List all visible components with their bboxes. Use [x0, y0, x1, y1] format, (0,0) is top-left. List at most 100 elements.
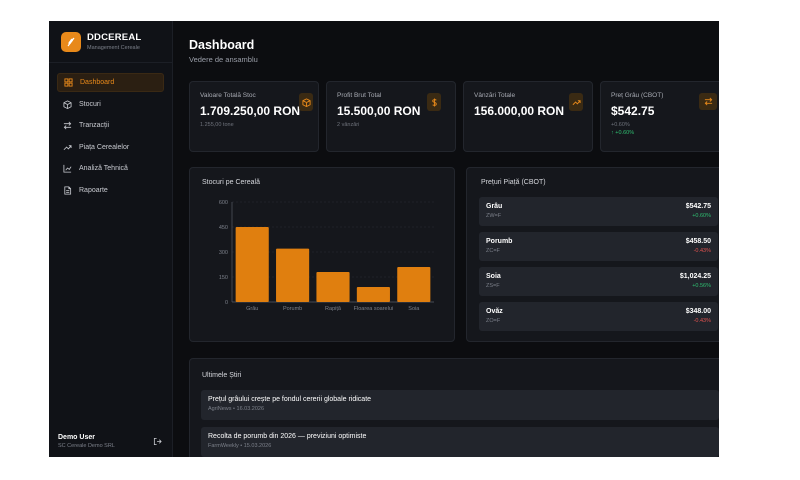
- stat-value: 1.709.250,00 RON: [200, 104, 301, 118]
- news-item[interactable]: Prețul grâului crește pe fondul cererii …: [201, 390, 719, 420]
- commodity-name: Grâu: [486, 203, 503, 210]
- stat-note: 2 vânzări: [337, 122, 360, 128]
- news-item-title: Prețul grâului crește pe fondul cererii …: [208, 396, 372, 403]
- bar-4: [397, 267, 431, 302]
- sidebar-item-label: Piața Cerealelor: [79, 143, 130, 151]
- x-tick-label: Floarea soarelui: [354, 306, 393, 312]
- sidebar-item-analiza-tehnica[interactable]: Analiză Tehnică: [57, 159, 164, 178]
- market-prices-title: Prețuri Piață (CBOT): [481, 179, 546, 186]
- user-org: SC Cereale Demo SRL: [58, 443, 115, 449]
- commodity-name: Porumb: [486, 238, 513, 245]
- stat-label: Vânzări Totale: [474, 92, 516, 99]
- bar-1: [276, 248, 310, 302]
- y-tick-label: 300: [219, 250, 228, 256]
- stock-chart-title: Stocuri pe Cereală: [202, 179, 260, 186]
- y-tick-label: 0: [225, 300, 228, 306]
- swap-icon: [63, 121, 72, 130]
- news-card: Ultimele Știri Prețul grâului crește pe …: [189, 358, 719, 457]
- x-tick-label: Grâu: [246, 306, 258, 312]
- commodity-price: $348.00: [685, 308, 711, 315]
- commodity-price: $542.75: [685, 203, 711, 210]
- news-title: Ultimele Știri: [202, 372, 242, 379]
- logout-icon[interactable]: [153, 437, 162, 446]
- user-panel: Demo User SC Cereale Demo SRL: [58, 434, 162, 449]
- stat-label: Profit Brut Total: [337, 92, 382, 99]
- stat-card-total-sales: Vânzări Totale 156.000,00 RON: [463, 81, 593, 152]
- box-icon: [63, 99, 72, 109]
- commodity-name: Soia: [486, 273, 501, 280]
- bar-3: [356, 287, 390, 302]
- sidebar-item-label: Analiză Tehnică: [79, 165, 128, 172]
- trend-icon: [569, 93, 583, 111]
- market-prices-card: Prețuri Piață (CBOT) Grâu ZW=F $542.75 +…: [466, 167, 719, 342]
- bar-0: [235, 227, 269, 302]
- commodity-change: -0.43%: [693, 248, 711, 254]
- commodity-change: +0.56%: [692, 283, 711, 289]
- price-row-grau[interactable]: Grâu ZW=F $542.75 +0.60%: [479, 197, 718, 226]
- stat-card-stock-value: Valoare Totală Stoc 1.709.250,00 RON 1.2…: [189, 81, 319, 152]
- sidebar-item-label: Rapoarte: [79, 186, 108, 194]
- stat-note: 1.255,00 tone: [200, 122, 234, 128]
- document-icon: [64, 185, 72, 195]
- stat-value: $542.75: [611, 104, 655, 118]
- news-item-meta: AgriNews • 16.03.2026: [208, 406, 265, 412]
- brand-subtitle: Management Cereale: [87, 45, 140, 51]
- stat-card-gross-profit: Profit Brut Total 15.500,00 RON 2 vânzăr…: [326, 81, 456, 152]
- x-tick-label: Porumb: [283, 306, 302, 312]
- y-tick-label: 150: [219, 275, 228, 281]
- sidebar-item-label: Tranzacții: [79, 122, 110, 129]
- news-item[interactable]: Recolta de porumb din 2026 — previziuni …: [201, 427, 719, 457]
- main-content: Dashboard Vedere de ansamblu Valoare Tot…: [173, 21, 719, 457]
- sidebar-item-label: Dashboard: [80, 79, 115, 86]
- sidebar-item-label: Stocuri: [79, 100, 101, 108]
- sidebar-item-rapoarte[interactable]: Rapoarte: [57, 181, 164, 200]
- stat-change: ↑ +0.60%: [611, 130, 635, 136]
- stock-bar-chart: 0 150 300 450 600 Grâu Porumb Rapiță Floarea soa…: [219, 200, 434, 312]
- stat-value: 15.500,00 RON: [337, 104, 421, 118]
- commodity-price: $1,024.25: [679, 273, 711, 280]
- wheat-logo-icon: [61, 31, 81, 52]
- news-item-title: Recolta de porumb din 2026 — previziuni …: [208, 433, 367, 440]
- stat-card-wheat-price: Preț Grâu (CBOT) $542.75 +0.60% ↑ +0.60%: [600, 81, 719, 152]
- y-tick-label: 450: [219, 225, 228, 231]
- app-window: DDCEREAL Management Cereale Dashboard St…: [49, 21, 719, 457]
- commodity-code: ZS=F: [486, 283, 500, 289]
- commodity-price: $458.50: [685, 238, 711, 245]
- news-item-meta: FarmWeekly • 15.03.2026: [208, 443, 272, 449]
- sidebar-item-stocuri[interactable]: Stocuri: [57, 95, 164, 114]
- price-row-ovaz[interactable]: Ovăz ZO=F $348.00 -0.43%: [479, 302, 718, 331]
- stat-label: Preț Grâu (CBOT): [611, 92, 664, 99]
- sidebar-item-dashboard[interactable]: Dashboard: [57, 73, 164, 92]
- page-title: Dashboard: [189, 38, 255, 52]
- swap-icon: [699, 93, 717, 110]
- chart-icon: [63, 164, 72, 173]
- page-subtitle: Vedere de ansamblu: [189, 55, 258, 64]
- stat-note: +0.60%: [611, 122, 630, 128]
- commodity-change: -0.43%: [693, 318, 711, 324]
- x-tick-label: Rapiță: [325, 306, 342, 312]
- sidebar-item-tranzactii[interactable]: Tranzacții: [57, 116, 164, 135]
- sidebar-item-piata-cerealelor[interactable]: Piața Cerealelor: [57, 138, 164, 157]
- sidebar: DDCEREAL Management Cereale Dashboard St…: [49, 21, 173, 457]
- brand-title: DDCEREAL: [87, 32, 142, 43]
- commodity-name: Ovăz: [486, 308, 503, 315]
- commodity-code: ZO=F: [486, 318, 501, 324]
- grid-icon: [64, 78, 73, 87]
- trend-icon: [63, 144, 72, 150]
- commodity-code: ZW=F: [486, 213, 502, 219]
- dollar-icon: [427, 93, 441, 111]
- user-name: Demo User: [58, 434, 95, 441]
- price-row-soia[interactable]: Soia ZS=F $1,024.25 +0.56%: [479, 267, 718, 296]
- sidebar-nav: Dashboard Stocuri Tranzacții Piața Cerea…: [49, 63, 172, 200]
- commodity-change: +0.60%: [692, 213, 711, 219]
- y-tick-label: 600: [219, 200, 228, 206]
- commodity-code: ZC=F: [486, 248, 500, 254]
- box-icon: [299, 93, 313, 111]
- brand: DDCEREAL Management Cereale: [49, 21, 172, 63]
- bar-2: [316, 272, 350, 302]
- stock-chart-card: Stocuri pe Cereală 0 150 300 450 600 Grâu Poru…: [189, 167, 455, 342]
- price-row-porumb[interactable]: Porumb ZC=F $458.50 -0.43%: [479, 232, 718, 261]
- x-tick-label: Soia: [408, 306, 420, 312]
- stat-label: Valoare Totală Stoc: [200, 92, 256, 99]
- stat-value: 156.000,00 RON: [474, 104, 565, 118]
